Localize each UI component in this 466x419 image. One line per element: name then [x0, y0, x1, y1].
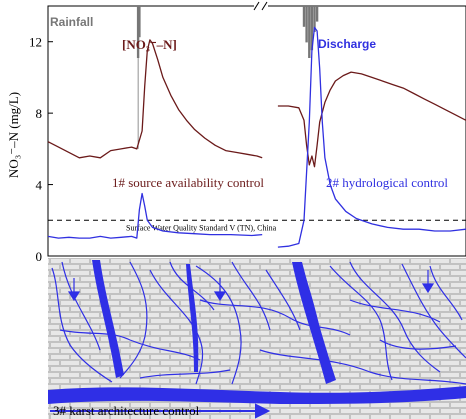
- y-axis-ticks: 0 4 8 12: [29, 35, 53, 264]
- rainfall-bar: [305, 6, 308, 43]
- nitrate-label: [NO₃⁻–N]: [122, 37, 177, 52]
- rainfall-bar: [315, 6, 319, 22]
- infiltration-arrows: [67, 270, 435, 302]
- rainfall-bars: [136, 6, 319, 149]
- axis-break-top: [253, 1, 268, 11]
- rainfall-label: Rainfall: [50, 15, 93, 29]
- y-tick-label: 12: [29, 35, 42, 50]
- y-tick-label: 4: [36, 178, 43, 193]
- y-axis-label: NO₃⁻–N (mg/L): [6, 92, 21, 178]
- annotation-karst-architecture: 3# karst architecture control: [53, 403, 200, 418]
- y-tick-label: 8: [36, 106, 43, 121]
- outflow-arrow: [50, 403, 271, 419]
- plot-frame: [47, 5, 466, 257]
- discharge-series-line: [277, 26, 466, 248]
- rainfall-bar: [313, 6, 316, 32]
- y-tick-label: 0: [36, 249, 43, 264]
- discharge-label: Discharge: [318, 37, 376, 51]
- standard-label: Surface Water Quality Standard V (TN), C…: [126, 223, 277, 232]
- nitrate-series-line: [47, 39, 263, 159]
- rainfall-bar: [302, 6, 306, 27]
- nitrate-series-line: [277, 71, 466, 168]
- karst-conduits: [48, 260, 466, 404]
- discharge-series-line: [47, 192, 263, 239]
- rainfall-bar: [310, 6, 314, 51]
- annotation-source-availability: 1# source availability control: [112, 175, 264, 190]
- rainfall-bar: [308, 6, 311, 58]
- annotation-hydrological: 2# hydrological control: [326, 175, 448, 190]
- karst-diagram: 3# karst architecture control: [48, 258, 466, 419]
- series-layer: [47, 26, 466, 248]
- rainfall-bar: [138, 6, 141, 38]
